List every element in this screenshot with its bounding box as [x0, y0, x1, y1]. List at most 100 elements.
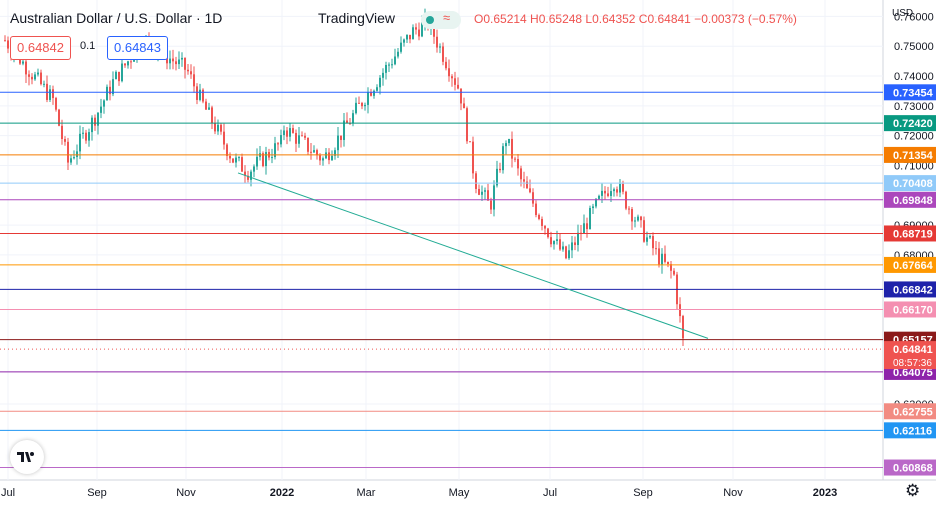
trendline[interactable]	[237, 172, 709, 339]
candle-body	[478, 188, 480, 195]
candle-body	[88, 132, 90, 141]
candle-body	[61, 125, 63, 140]
candle-body	[631, 209, 633, 222]
level-price-badge[interactable]	[884, 256, 936, 273]
candle-body	[91, 117, 93, 133]
tradingview-logo-icon[interactable]	[10, 440, 44, 474]
level-price-badge[interactable]	[884, 84, 936, 101]
candle-body	[652, 236, 654, 249]
candle-body	[589, 208, 591, 230]
candle-body	[277, 143, 279, 145]
candle-body	[406, 34, 408, 40]
candles-group	[4, 8, 684, 347]
level-price-badge[interactable]	[884, 115, 936, 132]
candle-body	[568, 250, 570, 259]
candle-body	[619, 183, 621, 193]
candle-body	[271, 157, 273, 159]
candle-body	[85, 132, 87, 141]
level-price-label: 0.70408	[893, 178, 933, 190]
level-price-badge[interactable]	[884, 191, 936, 208]
settings-gear-icon[interactable]: ⚙	[905, 481, 921, 500]
level-price-label: 0.60868	[893, 463, 933, 475]
candle-body	[553, 241, 555, 245]
candle-body	[535, 203, 537, 215]
current-price-badge	[884, 341, 936, 370]
candle-body	[274, 143, 276, 158]
candle-body	[439, 46, 441, 48]
level-price-badge[interactable]	[884, 175, 936, 192]
candle-body	[481, 191, 483, 195]
candle-body	[679, 304, 681, 317]
candle-body	[514, 158, 516, 160]
y-tick-label: 0.76000	[894, 11, 934, 23]
candle-body	[298, 135, 300, 144]
candle-body	[598, 195, 600, 199]
buy-button[interactable]: 0.64843	[107, 36, 168, 60]
candle-body	[601, 190, 603, 196]
candle-body	[583, 223, 585, 234]
candle-body	[412, 27, 414, 40]
candle-body	[604, 190, 606, 194]
candle-body	[538, 214, 540, 219]
candle-body	[682, 316, 684, 339]
candle-body	[673, 270, 675, 275]
candle-body	[451, 76, 453, 79]
level-price-badge[interactable]	[884, 146, 936, 163]
sell-button[interactable]: 0.64842	[10, 36, 71, 60]
y-tick-label: 0.75000	[894, 41, 934, 53]
candle-body	[496, 168, 498, 186]
candle-body	[499, 168, 501, 171]
candle-body	[121, 63, 123, 82]
candle-body	[331, 155, 333, 161]
level-price-badge[interactable]	[884, 225, 936, 242]
level-price-badge[interactable]	[884, 422, 936, 439]
candle-body	[577, 232, 579, 246]
candle-body	[592, 206, 594, 209]
candle-body	[118, 71, 120, 82]
candle-body	[544, 225, 546, 229]
candle-body	[418, 29, 420, 37]
candle-body	[304, 135, 306, 138]
candle-body	[184, 57, 186, 70]
candle-body	[280, 135, 282, 145]
candle-body	[487, 190, 489, 201]
candle-body	[637, 216, 639, 221]
currency-selector[interactable]: USD	[892, 8, 914, 19]
candle-body	[574, 242, 576, 246]
candle-body	[256, 156, 258, 167]
candle-body	[58, 109, 60, 126]
candle-body	[187, 69, 189, 72]
symbol-title[interactable]: Australian Dollar / U.S. Dollar · 1D	[10, 10, 223, 26]
candle-body	[37, 72, 39, 75]
candle-body	[463, 103, 465, 109]
candle-body	[490, 200, 492, 210]
candle-body	[505, 143, 507, 147]
candle-body	[100, 106, 102, 113]
candle-body	[460, 88, 462, 104]
candle-body	[238, 157, 240, 159]
candle-body	[226, 144, 228, 156]
level-price-badge[interactable]	[884, 459, 936, 476]
candle-body	[229, 155, 231, 159]
candle-body	[190, 71, 192, 75]
candle-body	[28, 74, 30, 77]
x-tick-label: Nov	[176, 487, 196, 499]
candle-body	[307, 137, 309, 152]
candle-body	[649, 236, 651, 238]
market-status-pill[interactable]	[421, 11, 461, 29]
candle-body	[247, 175, 249, 180]
candle-body	[556, 239, 558, 242]
candle-body	[253, 166, 255, 172]
candle-body	[169, 58, 171, 64]
candle-body	[403, 39, 405, 43]
candle-body	[376, 87, 378, 91]
candle-body	[484, 190, 486, 192]
candle-body	[391, 64, 393, 66]
candle-body	[82, 132, 84, 134]
level-price-badge[interactable]	[884, 301, 936, 318]
candle-body	[610, 191, 612, 196]
level-price-badge[interactable]	[884, 403, 936, 420]
candle-body	[40, 72, 42, 85]
level-price-badge[interactable]	[884, 281, 936, 298]
